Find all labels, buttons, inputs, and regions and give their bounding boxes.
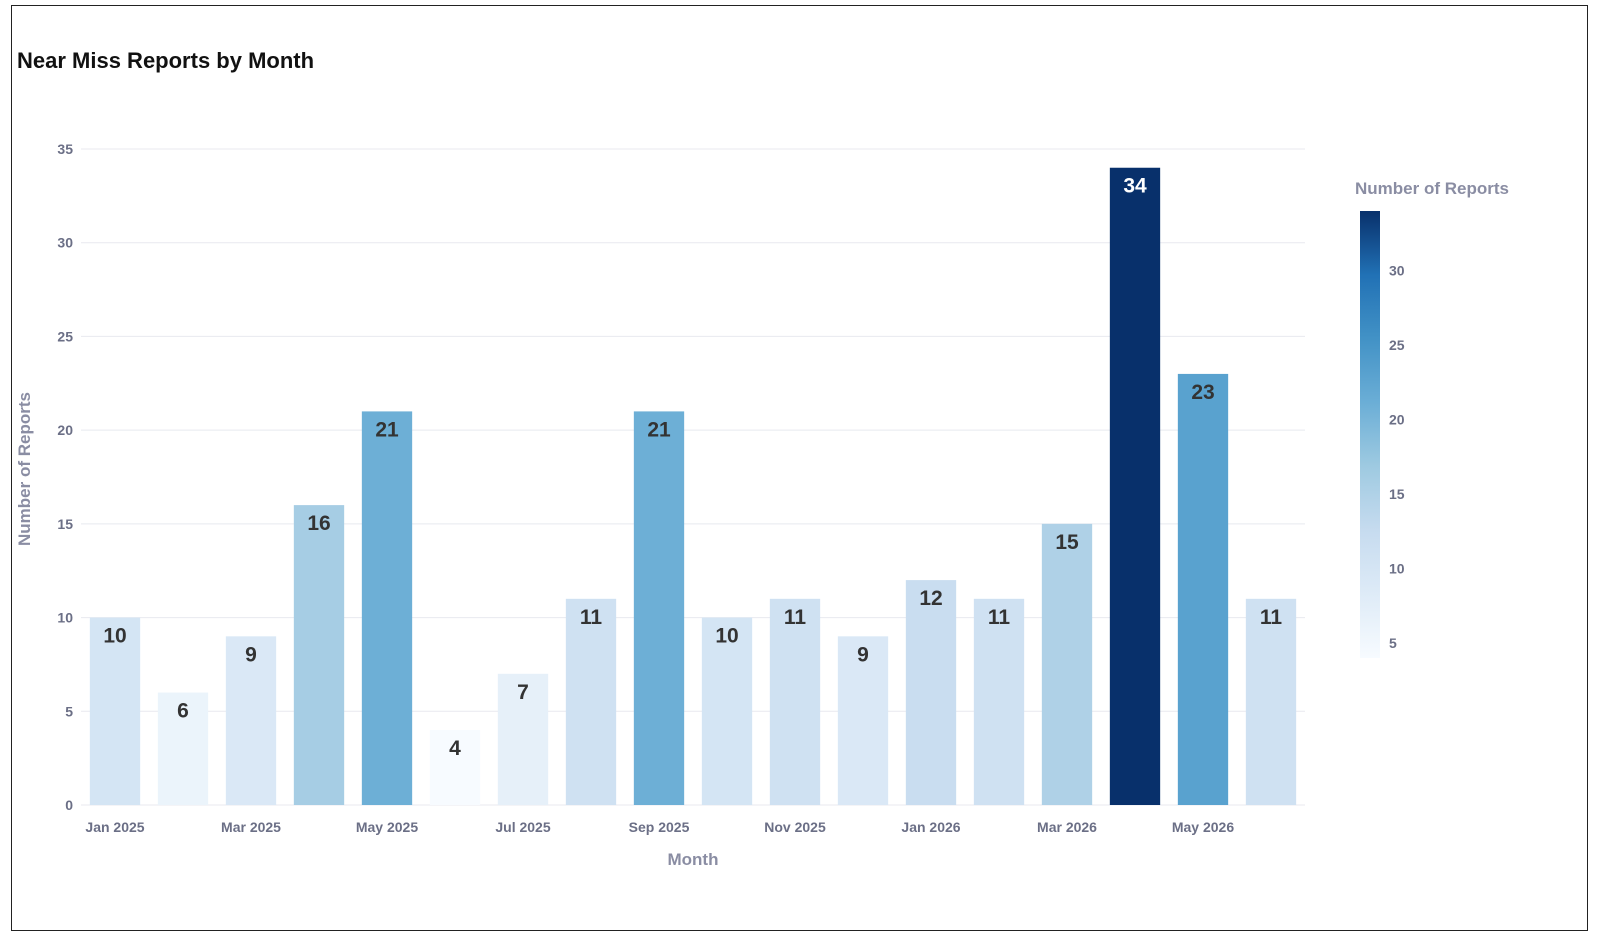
x-tick-label: Jul 2025 xyxy=(495,819,550,835)
colorbar-gradient xyxy=(1360,211,1380,658)
bar xyxy=(769,598,821,805)
colorbar-title: Number of Reports xyxy=(1355,179,1509,198)
bar-value-label: 10 xyxy=(715,625,738,648)
y-tick-label: 10 xyxy=(57,610,73,626)
x-tick-label: Sep 2025 xyxy=(629,819,690,835)
y-tick-label: 25 xyxy=(57,328,73,344)
x-tick-label: Mar 2026 xyxy=(1037,819,1097,835)
bar-value-label: 10 xyxy=(103,625,126,648)
y-tick-label: 20 xyxy=(57,422,73,438)
bar xyxy=(157,692,209,805)
bar xyxy=(1177,373,1229,805)
bar-value-label: 15 xyxy=(1055,531,1079,554)
x-tick-label: Nov 2025 xyxy=(764,819,826,835)
colorbar-tick-label: 15 xyxy=(1389,486,1405,502)
bar xyxy=(565,598,617,805)
bar xyxy=(837,636,889,805)
y-tick-label: 5 xyxy=(65,703,73,719)
y-tick-label: 30 xyxy=(57,235,73,251)
x-axis-title: Month xyxy=(668,850,719,869)
y-tick-label: 35 xyxy=(57,141,73,157)
bar-value-label: 23 xyxy=(1191,381,1214,404)
bar-value-label: 11 xyxy=(1260,606,1283,629)
bar xyxy=(497,673,549,805)
bar-value-label: 21 xyxy=(375,418,399,441)
x-tick-label: May 2025 xyxy=(356,819,418,835)
bar xyxy=(1245,598,1297,805)
colorbar-tick-label: 25 xyxy=(1389,337,1405,353)
y-tick-label: 0 xyxy=(65,797,73,813)
bar-value-label: 7 xyxy=(517,681,529,704)
bars: 10 6 9 16 21 4 7 11 21 10 11 9 12 11 15 34 23 11 xyxy=(89,167,1297,805)
bar-value-label: 11 xyxy=(988,606,1011,629)
y-axis-ticks: 0 5 10 15 20 25 30 35 xyxy=(57,141,73,813)
colorbar-tick-label: 20 xyxy=(1389,412,1405,428)
bar xyxy=(633,411,685,805)
bar-value-label: 6 xyxy=(177,700,189,723)
x-tick-label: Mar 2025 xyxy=(221,819,281,835)
bar xyxy=(701,617,753,805)
bar xyxy=(293,505,345,805)
chart-title: Near Miss Reports by Month xyxy=(17,48,315,73)
colorbar: Number of Reports 5 10 15 20 25 30 xyxy=(1355,179,1509,658)
gridlines xyxy=(81,148,1305,806)
bar xyxy=(225,636,277,805)
bar xyxy=(361,411,413,805)
colorbar-tick-label: 30 xyxy=(1389,263,1405,279)
bar-value-label: 34 xyxy=(1123,175,1147,198)
bar-value-label: 12 xyxy=(919,587,942,610)
x-tick-label: Jan 2025 xyxy=(85,819,144,835)
x-axis-ticks: Jan 2025 Mar 2025 May 2025 Jul 2025 Sep 2025… xyxy=(85,819,1234,835)
bar xyxy=(1041,523,1093,805)
bar-value-label: 16 xyxy=(307,512,330,535)
bar xyxy=(1109,167,1161,805)
bar xyxy=(973,598,1025,805)
bar-value-label: 21 xyxy=(647,418,671,441)
bar xyxy=(89,617,141,805)
bar-value-label: 9 xyxy=(857,643,869,666)
x-tick-label: May 2026 xyxy=(1172,819,1234,835)
bar-value-label: 4 xyxy=(449,737,461,760)
colorbar-tick-label: 5 xyxy=(1389,635,1397,651)
y-axis-title: Number of Reports xyxy=(15,392,34,546)
bar-value-label: 11 xyxy=(784,606,807,629)
bar xyxy=(905,580,957,805)
y-tick-label: 15 xyxy=(57,516,73,532)
bar xyxy=(429,730,481,805)
colorbar-tick-label: 10 xyxy=(1389,561,1405,577)
x-tick-label: Jan 2026 xyxy=(901,819,960,835)
bar-value-label: 9 xyxy=(245,643,257,666)
bar-value-label: 11 xyxy=(580,606,603,629)
